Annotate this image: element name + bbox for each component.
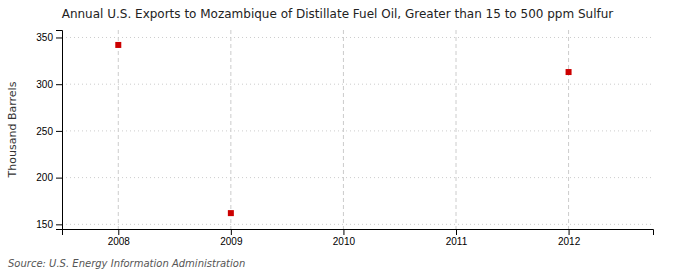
tick: 350 bbox=[36, 32, 62, 43]
tick-mark bbox=[56, 178, 62, 179]
tick-label: 300 bbox=[36, 79, 53, 90]
tick: 2011 bbox=[446, 229, 468, 247]
point bbox=[228, 210, 234, 216]
tick: 2009 bbox=[220, 229, 243, 247]
tick: 200 bbox=[36, 172, 62, 183]
grid-line-y bbox=[62, 224, 653, 225]
grid-line-x bbox=[230, 30, 231, 229]
tick-mark bbox=[343, 229, 344, 235]
tick-label: 2008 bbox=[108, 236, 131, 247]
tick: 2010 bbox=[333, 229, 356, 247]
axis-line bbox=[63, 230, 654, 236]
tick-mark bbox=[56, 131, 62, 132]
chart: 2008 2009 2010 2011 2012 150 200 250 300 350 Annua… bbox=[0, 0, 675, 275]
tick: 2008 bbox=[108, 229, 131, 247]
tick-mark bbox=[231, 229, 232, 235]
point bbox=[115, 42, 121, 48]
tick: 2012 bbox=[558, 229, 581, 247]
grid-line-x bbox=[456, 30, 457, 229]
tick-label: 250 bbox=[36, 126, 53, 137]
x-axis: 2008 2009 2010 2011 2012 bbox=[63, 229, 654, 247]
y-axis-title: Thousand Barrels bbox=[6, 81, 19, 178]
grid-line-x bbox=[568, 30, 569, 229]
grid-line-y bbox=[62, 177, 653, 178]
grid-line-y bbox=[62, 84, 653, 85]
grid bbox=[62, 30, 653, 229]
plot: 2008 2009 2010 2011 2012 150 200 250 300 350 bbox=[36, 30, 653, 247]
y-axis: 150 200 250 300 350 bbox=[36, 31, 62, 231]
axis-line bbox=[56, 31, 63, 230]
tick: 150 bbox=[36, 219, 62, 230]
tick-mark bbox=[118, 229, 119, 235]
title: Annual U.S. Exports to Mozambique of Dis… bbox=[62, 7, 614, 21]
source: Source: U.S. Energy Information Administ… bbox=[8, 258, 245, 269]
tick-mark bbox=[569, 229, 570, 235]
tick-mark bbox=[56, 84, 62, 85]
tick-label: 2010 bbox=[333, 236, 356, 247]
tick-label: 2012 bbox=[558, 236, 581, 247]
tick-label: 2011 bbox=[446, 236, 468, 247]
tick: 300 bbox=[36, 79, 62, 90]
tick-label: 150 bbox=[36, 219, 53, 230]
tick-mark bbox=[56, 224, 62, 225]
tick-mark bbox=[456, 229, 457, 235]
grid-line-y bbox=[62, 130, 653, 131]
points bbox=[115, 42, 571, 216]
tick: 250 bbox=[36, 126, 62, 137]
grid-line-y bbox=[62, 37, 653, 38]
tick-label: 350 bbox=[36, 32, 53, 43]
grid-line-x bbox=[343, 30, 344, 229]
grid-line-x bbox=[118, 30, 119, 229]
tick-mark bbox=[56, 37, 62, 38]
point bbox=[566, 69, 572, 75]
tick-label: 2009 bbox=[220, 236, 243, 247]
tick-label: 200 bbox=[36, 172, 53, 183]
